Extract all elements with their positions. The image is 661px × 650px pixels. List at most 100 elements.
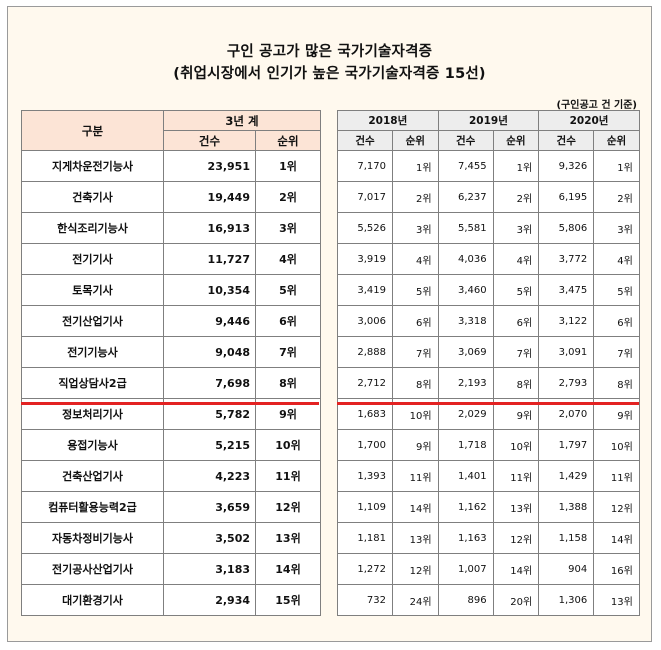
count-2020-cell: 1,306 bbox=[538, 584, 595, 616]
total-rank-cell: 13위 bbox=[254, 522, 322, 554]
year-2020-header: 2020년 bbox=[538, 110, 640, 131]
rank-2020-cell: 13위 bbox=[593, 584, 640, 616]
table-row: 지게차운전기능사 23,951 1위 bbox=[21, 150, 322, 182]
count-2018-cell: 1,109 bbox=[337, 491, 393, 523]
rank-2020-cell: 4위 bbox=[593, 243, 640, 275]
count-2020-cell: 5,806 bbox=[538, 212, 595, 244]
table-row: 1,109 14위 1,162 13위 1,388 12위 bbox=[337, 491, 640, 523]
total-rank-cell: 1위 bbox=[254, 150, 322, 182]
count-2020-cell: 3,122 bbox=[538, 305, 595, 337]
count-2018-cell: 7,017 bbox=[337, 181, 393, 213]
count-2018-cell: 732 bbox=[337, 584, 393, 616]
rank-2020-cell: 14위 bbox=[593, 522, 640, 554]
count-2019-cell: 5,581 bbox=[437, 212, 494, 244]
count-2018-cell: 2,888 bbox=[337, 336, 393, 368]
rank-2020-cell: 12위 bbox=[593, 491, 640, 523]
total-count-cell: 5,215 bbox=[163, 429, 256, 461]
rank-2018-cell: 7위 bbox=[392, 336, 439, 368]
rank-2018-cell: 1위 bbox=[392, 150, 439, 182]
total-count-cell: 23,951 bbox=[163, 150, 256, 182]
count-2018-cell: 3,919 bbox=[337, 243, 393, 275]
unit-note: (구인공고 건 기준) bbox=[556, 100, 637, 111]
total-count-cell: 10,354 bbox=[163, 274, 256, 306]
total-count-cell: 3,183 bbox=[163, 553, 256, 585]
total-rank-cell: 12위 bbox=[254, 491, 322, 523]
count-2020-cell: 3,772 bbox=[538, 243, 595, 275]
count-header-2020: 건수 bbox=[538, 130, 595, 151]
rank-header-2019: 순위 bbox=[492, 130, 540, 151]
rank-2018-cell: 14위 bbox=[392, 491, 439, 523]
rank-2020-cell: 16위 bbox=[593, 553, 640, 585]
total-count-cell: 3,502 bbox=[163, 522, 256, 554]
total-count-cell: 19,449 bbox=[163, 181, 256, 213]
total-count-cell: 7,698 bbox=[163, 367, 256, 399]
table-row: 1,393 11위 1,401 11위 1,429 11위 bbox=[337, 460, 640, 492]
count-2019-cell: 6,237 bbox=[437, 181, 494, 213]
rank-2019-cell: 13위 bbox=[492, 491, 540, 523]
count-2020-cell: 3,475 bbox=[538, 274, 595, 306]
rank-2018-cell: 2위 bbox=[392, 181, 439, 213]
total-count-cell: 11,727 bbox=[163, 243, 256, 275]
count-2018-cell: 3,419 bbox=[337, 274, 393, 306]
count-2018-cell: 1,181 bbox=[337, 522, 393, 554]
count-2019-cell: 4,036 bbox=[437, 243, 494, 275]
table-row: 토목기사 10,354 5위 bbox=[21, 274, 322, 306]
total-rank-cell: 4위 bbox=[254, 243, 322, 275]
table-row: 전기기사 11,727 4위 bbox=[21, 243, 322, 275]
total-rank-cell: 2위 bbox=[254, 181, 322, 213]
title-block: 구인 공고가 많은 국가기술자격증 (취업시장에서 인기가 높은 국가기술자격증… bbox=[8, 41, 651, 85]
rank-2020-cell: 5위 bbox=[593, 274, 640, 306]
cert-name-cell: 전기기능사 bbox=[21, 336, 164, 368]
table-row: 7,017 2위 6,237 2위 6,195 2위 bbox=[337, 181, 640, 213]
rank-2020-cell: 8위 bbox=[593, 367, 640, 399]
rank-2018-cell: 24위 bbox=[392, 584, 439, 616]
total-rank-cell: 15위 bbox=[254, 584, 322, 616]
rank-2018-cell: 11위 bbox=[392, 460, 439, 492]
table-row: 전기기능사 9,048 7위 bbox=[21, 336, 322, 368]
cert-name-cell: 건축기사 bbox=[21, 181, 164, 213]
total-count-cell: 16,913 bbox=[163, 212, 256, 244]
cert-name-cell: 대기환경기사 bbox=[21, 584, 164, 616]
table-row: 전기산업기사 9,446 6위 bbox=[21, 305, 322, 337]
table-row: 3,006 6위 3,318 6위 3,122 6위 bbox=[337, 305, 640, 337]
rank-2019-cell: 8위 bbox=[492, 367, 540, 399]
table-row: 7,170 1위 7,455 1위 9,326 1위 bbox=[337, 150, 640, 182]
count-2019-cell: 1,007 bbox=[437, 553, 494, 585]
count-header-2018: 건수 bbox=[337, 130, 393, 151]
cert-name-cell: 건축산업기사 bbox=[21, 460, 164, 492]
rank-2018-cell: 4위 bbox=[392, 243, 439, 275]
table-row: 건축산업기사 4,223 11위 bbox=[21, 460, 322, 492]
cert-name-cell: 전기산업기사 bbox=[21, 305, 164, 337]
count-2019-cell: 3,318 bbox=[437, 305, 494, 337]
rank-2018-cell: 8위 bbox=[392, 367, 439, 399]
table-row: 컴퓨터활용능력2급 3,659 12위 bbox=[21, 491, 322, 523]
rank-header-2020: 순위 bbox=[593, 130, 640, 151]
rank-2019-cell: 12위 bbox=[492, 522, 540, 554]
rank-2019-cell: 1위 bbox=[492, 150, 540, 182]
page-title: 구인 공고가 많은 국가기술자격증 bbox=[226, 44, 433, 60]
table-row: 1,272 12위 1,007 14위 904 16위 bbox=[337, 553, 640, 585]
total-rank-cell: 10위 bbox=[254, 429, 322, 461]
cert-name-cell: 용접기능사 bbox=[21, 429, 164, 461]
rank-2019-cell: 20위 bbox=[492, 584, 540, 616]
table-row: 자동차정비기능사 3,502 13위 bbox=[21, 522, 322, 554]
rank-2019-cell: 5위 bbox=[492, 274, 540, 306]
count-2019-cell: 1,162 bbox=[437, 491, 494, 523]
total-rank-cell: 11위 bbox=[254, 460, 322, 492]
count-2018-cell: 5,526 bbox=[337, 212, 393, 244]
cert-name-cell: 전기공사산업기사 bbox=[21, 553, 164, 585]
table-row: 3,419 5위 3,460 5위 3,475 5위 bbox=[337, 274, 640, 306]
count-2020-cell: 3,091 bbox=[538, 336, 595, 368]
page-subtitle: (취업시장에서 인기가 높은 국가기술자격증 15선) bbox=[173, 66, 486, 82]
total-count-cell: 9,048 bbox=[163, 336, 256, 368]
table-row: 직업상담사2급 7,698 8위 bbox=[21, 367, 322, 399]
count-2020-cell: 1,797 bbox=[538, 429, 595, 461]
table-row: 1,700 9위 1,718 10위 1,797 10위 bbox=[337, 429, 640, 461]
count-header-2019: 건수 bbox=[437, 130, 494, 151]
table-row: 전기공사산업기사 3,183 14위 bbox=[21, 553, 322, 585]
rank-2020-cell: 1위 bbox=[593, 150, 640, 182]
count-2019-cell: 7,455 bbox=[437, 150, 494, 182]
cert-name-cell: 직업상담사2급 bbox=[21, 367, 164, 399]
total-count-cell: 3,659 bbox=[163, 491, 256, 523]
cert-name-cell: 한식조리기능사 bbox=[21, 212, 164, 244]
